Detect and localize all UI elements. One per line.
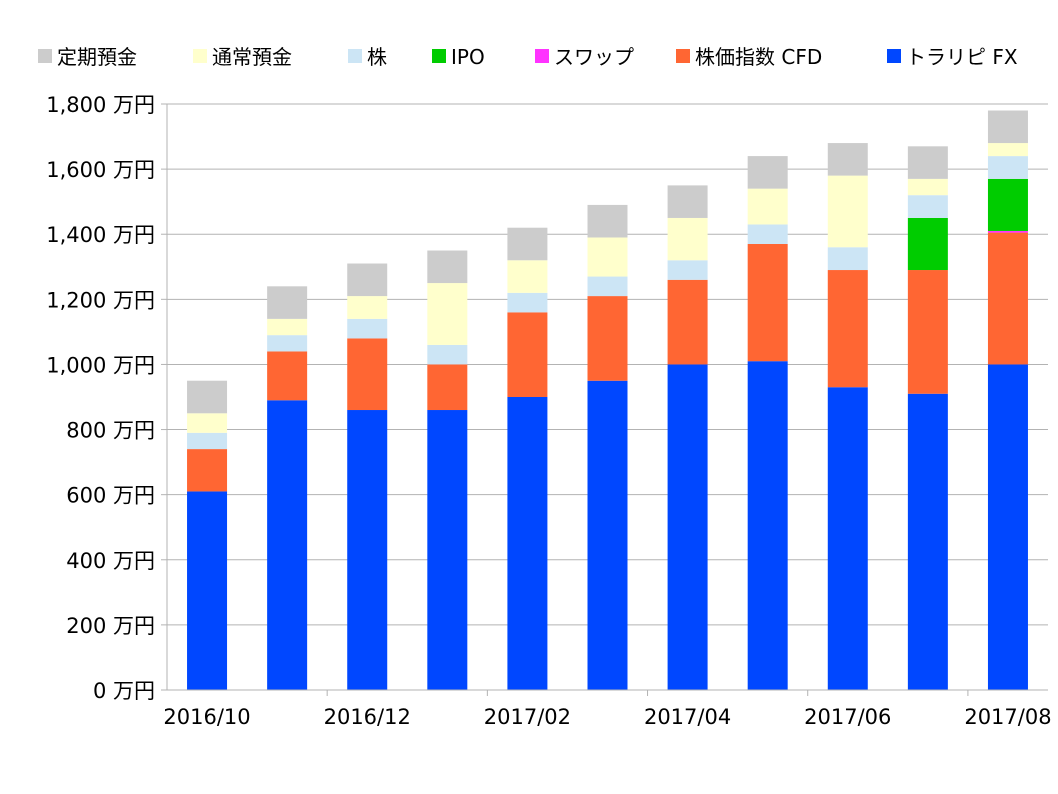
legend-swatch [38,49,52,63]
bar-segment [747,224,788,244]
bar-segment [427,364,468,411]
bar-segment [907,146,948,179]
legend: 定期預金 通常預金 株 IPO スワップ 株価指数 CFD トラリピ FX [38,45,1018,69]
legend-label: 通常預金 [212,45,292,69]
legend-swatch [676,49,690,63]
bar-segment [907,217,948,271]
bar-segment [347,296,388,319]
legend-label: 定期預金 [57,45,137,69]
legend-swatch [432,49,446,63]
bar-segment [827,175,868,248]
bar-segment [507,397,548,690]
x-axis-ticks: 2016/10 2016/12 2017/02 2017/04 2017/06 2017/… [163,690,1052,729]
bar-segment [267,400,308,690]
x-tick-label: 2017/02 [484,705,571,729]
bar-segment [667,185,708,218]
bar-segment [267,351,308,401]
y-tick-label: 600 万円 [66,484,155,508]
x-tick-label: 2016/12 [324,705,411,729]
bar-segment [507,312,548,397]
bar-segment [427,283,468,345]
bar-segment [987,232,1028,365]
bar-segment [507,292,548,313]
bar-segment [187,491,228,690]
bar-segment [587,276,628,297]
bar-segment [827,247,868,271]
legend-swatch [193,49,207,63]
bar-segment [187,432,228,450]
bar-segment [747,361,788,690]
bar-segment [347,263,388,297]
legend-swatch [535,49,549,63]
bar-segment [827,270,868,388]
bar-segment [347,338,388,411]
y-tick-label: 0 万円 [93,679,155,703]
x-tick-label: 2017/04 [644,705,731,729]
bar-segment [267,335,308,352]
legend-label: トラリピ FX [906,45,1018,69]
x-tick-label: 2017/06 [804,705,891,729]
bar-segment [987,110,1028,144]
legend-label: IPO [451,45,485,69]
bar-segment [667,217,708,261]
bar-segment [347,318,388,339]
legend-label: スワップ [554,45,634,69]
bar-segment [747,243,788,362]
bar-segment [587,296,628,381]
bar-segment [907,178,948,196]
legend-label: 株 [367,45,387,69]
bar-segment [907,195,948,218]
bar-segment [187,380,228,414]
bar-segment [347,410,388,690]
y-tick-label: 1,600 万円 [46,158,155,182]
y-tick-label: 1,200 万円 [46,288,155,312]
bar-segment [267,286,308,319]
legend-swatch [887,49,901,63]
bars [187,110,1028,690]
x-tick-label: 2016/10 [163,705,250,729]
bar-segment [747,188,788,225]
bar-segment [987,230,1028,233]
bar-segment [187,449,228,492]
bar-segment [187,413,228,433]
y-tick-label: 1,800 万円 [46,93,155,117]
bar-segment [907,270,948,394]
bar-segment [827,143,868,176]
bar-segment [507,227,548,261]
bar-segment [667,260,708,280]
bar-segment [587,380,628,690]
bar-segment [827,387,868,690]
bar-segment [507,260,548,293]
legend-swatch [348,49,362,63]
bar-segment [907,393,948,690]
y-tick-label: 200 万円 [66,614,155,638]
y-tick-label: 1,400 万円 [46,223,155,247]
bar-segment [267,318,308,336]
axes [166,104,1048,691]
bar-segment [587,237,628,277]
bar-segment [667,364,708,690]
bar-segment [747,156,788,189]
bar-segment [987,143,1028,157]
y-axis-ticks: 0 万円 200 万円 400 万円 600 万円 800 万円 1,000 万円 1,20… [46,93,167,703]
legend-label: 株価指数 CFD [695,45,822,69]
bar-segment [427,344,468,365]
bar-segment [587,204,628,238]
y-tick-label: 1,000 万円 [46,353,155,377]
bar-segment [667,279,708,365]
bar-segment [427,250,468,284]
y-tick-label: 800 万円 [66,419,155,443]
bar-segment [987,178,1028,231]
bar-segment [987,364,1028,690]
x-tick-label: 2017/08 [964,705,1051,729]
bar-segment [427,410,468,690]
y-tick-label: 400 万円 [66,549,155,573]
bar-segment [987,156,1028,179]
